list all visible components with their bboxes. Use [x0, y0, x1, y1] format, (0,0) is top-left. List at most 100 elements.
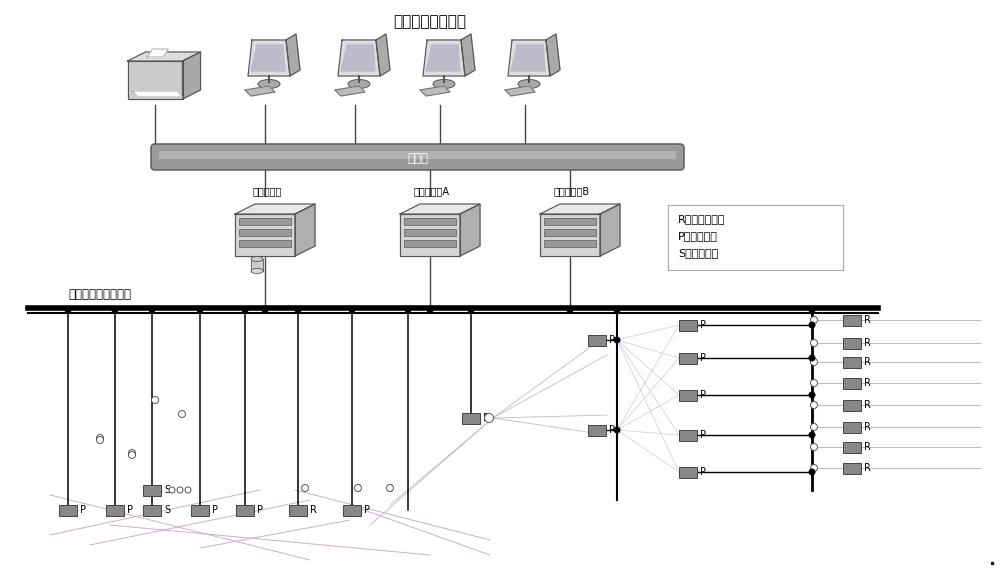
- Text: P: P: [127, 505, 133, 515]
- Polygon shape: [182, 52, 200, 99]
- Circle shape: [185, 487, 191, 493]
- Polygon shape: [600, 204, 620, 256]
- Polygon shape: [540, 214, 600, 256]
- Bar: [239, 240, 291, 247]
- Polygon shape: [423, 40, 465, 76]
- Text: R: R: [864, 357, 871, 367]
- Bar: [679, 466, 697, 478]
- Ellipse shape: [348, 79, 370, 88]
- Text: P: P: [257, 505, 263, 515]
- Circle shape: [809, 322, 815, 328]
- Text: S：峰顶模块: S：峰顶模块: [678, 248, 718, 258]
- Circle shape: [484, 413, 494, 422]
- Circle shape: [197, 307, 203, 313]
- Text: 操作与维护工作站: 操作与维护工作站: [394, 14, 466, 29]
- Circle shape: [178, 410, 186, 417]
- Bar: [588, 335, 606, 345]
- Bar: [843, 400, 861, 410]
- Circle shape: [468, 307, 474, 313]
- Polygon shape: [400, 214, 460, 256]
- Circle shape: [810, 401, 818, 409]
- Bar: [843, 377, 861, 389]
- Circle shape: [386, 484, 394, 491]
- Circle shape: [567, 307, 573, 313]
- Circle shape: [810, 424, 818, 430]
- Circle shape: [405, 307, 411, 313]
- Text: P: P: [700, 430, 706, 440]
- Polygon shape: [128, 61, 182, 99]
- Polygon shape: [235, 204, 315, 214]
- Text: 工业以太网（双网）: 工业以太网（双网）: [68, 288, 131, 301]
- Polygon shape: [505, 86, 535, 96]
- Text: P: P: [609, 335, 615, 345]
- Circle shape: [128, 450, 136, 457]
- Bar: [544, 240, 596, 247]
- FancyBboxPatch shape: [151, 144, 684, 170]
- Text: P: P: [364, 505, 370, 515]
- Circle shape: [302, 484, 308, 491]
- Text: P: P: [80, 505, 86, 515]
- Bar: [239, 229, 291, 236]
- Circle shape: [810, 359, 818, 365]
- Bar: [588, 425, 606, 435]
- Circle shape: [427, 307, 433, 313]
- Bar: [59, 504, 77, 515]
- Bar: [843, 442, 861, 453]
- Bar: [236, 504, 254, 515]
- Circle shape: [112, 307, 118, 313]
- Polygon shape: [508, 40, 550, 76]
- Circle shape: [614, 337, 620, 343]
- Text: R：减速器模块: R：减速器模块: [678, 214, 726, 224]
- Bar: [191, 504, 209, 515]
- Polygon shape: [460, 204, 480, 256]
- Polygon shape: [420, 86, 450, 96]
- Circle shape: [614, 427, 620, 433]
- Bar: [843, 356, 861, 368]
- Text: R: R: [483, 413, 490, 423]
- Bar: [289, 504, 307, 515]
- Polygon shape: [338, 40, 380, 76]
- Circle shape: [810, 316, 818, 324]
- Bar: [462, 413, 480, 424]
- Bar: [239, 218, 291, 225]
- Text: R: R: [864, 315, 871, 325]
- Text: P: P: [700, 320, 706, 330]
- Ellipse shape: [251, 256, 263, 262]
- Bar: [544, 229, 596, 236]
- Circle shape: [152, 397, 158, 404]
- Polygon shape: [376, 34, 390, 76]
- Text: R: R: [310, 505, 317, 515]
- Text: R: R: [864, 400, 871, 410]
- Circle shape: [809, 432, 815, 438]
- Polygon shape: [426, 45, 460, 71]
- Polygon shape: [251, 45, 285, 71]
- Circle shape: [96, 437, 104, 443]
- Polygon shape: [511, 45, 545, 71]
- Circle shape: [262, 307, 268, 313]
- Bar: [251, 259, 263, 271]
- Text: P: P: [700, 467, 706, 477]
- Text: S: S: [164, 485, 170, 495]
- Circle shape: [810, 340, 818, 347]
- Circle shape: [809, 307, 815, 313]
- Ellipse shape: [518, 79, 540, 88]
- Polygon shape: [400, 204, 480, 214]
- Circle shape: [65, 307, 71, 313]
- Circle shape: [242, 307, 248, 313]
- Circle shape: [169, 487, 175, 493]
- Circle shape: [149, 307, 155, 313]
- Ellipse shape: [251, 268, 263, 274]
- Bar: [843, 337, 861, 348]
- Polygon shape: [286, 34, 300, 76]
- Polygon shape: [128, 52, 200, 61]
- Text: R: R: [864, 378, 871, 388]
- Bar: [679, 352, 697, 364]
- Circle shape: [809, 392, 815, 398]
- Bar: [343, 504, 361, 515]
- Text: 应用服务器A: 应用服务器A: [414, 186, 450, 196]
- Text: R: R: [864, 442, 871, 452]
- Circle shape: [349, 307, 355, 313]
- Text: R: R: [864, 338, 871, 348]
- Bar: [679, 389, 697, 401]
- Polygon shape: [147, 49, 168, 57]
